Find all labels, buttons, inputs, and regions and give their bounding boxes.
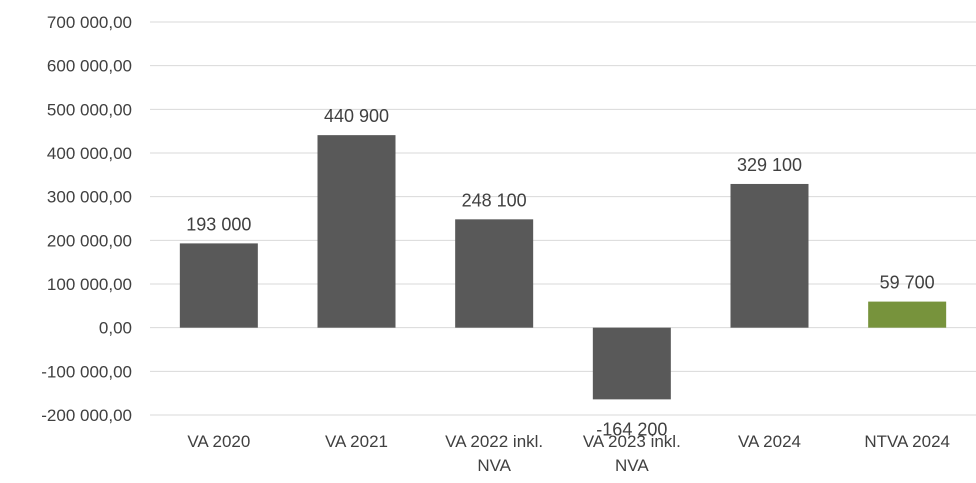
y-tick-label: -100 000,00	[41, 362, 132, 381]
x-category-label: VA 2020	[187, 432, 250, 451]
y-tick-label: 100 000,00	[47, 275, 132, 294]
data-labels: 193 000 440 900 248 100 -164 200 329 100 59 7…	[186, 106, 934, 439]
y-tick-label: 700 000,00	[47, 13, 132, 32]
x-category-label: VA 2021	[325, 432, 388, 451]
data-label: 248 100	[462, 190, 527, 210]
gridlines	[150, 21, 976, 416]
bar	[592, 327, 671, 400]
data-label: 440 900	[324, 106, 389, 126]
y-tick-label: 200 000,00	[47, 231, 132, 250]
y-tick-label: 0,00	[99, 319, 132, 338]
data-label: -164 200	[596, 419, 667, 439]
bar	[730, 183, 809, 328]
bar	[179, 243, 258, 328]
data-label: 329 100	[737, 155, 802, 175]
bar	[317, 135, 396, 328]
y-tick-label: 300 000,00	[47, 188, 132, 207]
y-tick-label: -200 000,00	[41, 406, 132, 425]
x-category-label: VA 2024	[738, 432, 801, 451]
y-axis-tick-labels: 700 000,00 600 000,00 500 000,00 400 000,00…	[41, 13, 132, 425]
x-category-label: NVA	[477, 456, 511, 475]
bar	[868, 301, 947, 328]
y-tick-label: 400 000,00	[47, 144, 132, 163]
x-category-label: NTVA 2024	[864, 432, 950, 451]
x-category-label: NVA	[615, 456, 649, 475]
y-tick-label: 500 000,00	[47, 100, 132, 119]
x-category-label: VA 2023 inkl.	[583, 432, 681, 451]
bars	[179, 135, 947, 400]
x-axis-category-labels: VA 2020 VA 2021 VA 2022 inkl. NVA VA 2023 in…	[187, 432, 950, 475]
data-label: 193 000	[186, 214, 251, 234]
data-label: 59 700	[880, 273, 935, 293]
y-tick-label: 600 000,00	[47, 57, 132, 76]
bar	[455, 219, 534, 328]
x-category-label: VA 2022 inkl.	[445, 432, 543, 451]
